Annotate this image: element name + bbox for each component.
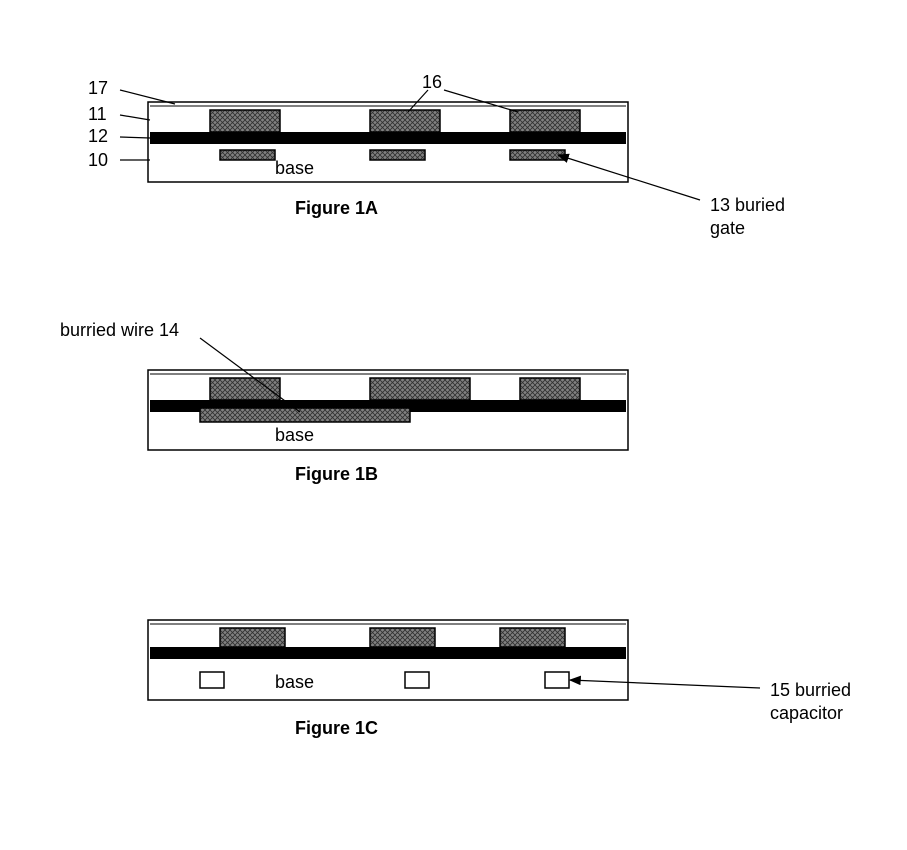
fig-c-band bbox=[150, 647, 626, 659]
label-15b: capacitor bbox=[770, 703, 843, 724]
block-16 bbox=[210, 110, 280, 132]
label-10: 10 bbox=[88, 150, 108, 171]
gate-13 bbox=[370, 150, 425, 160]
figure-1a bbox=[120, 90, 700, 200]
label-13b: gate bbox=[710, 218, 745, 239]
wire-14 bbox=[200, 408, 410, 422]
label-14: burried wire 14 bbox=[60, 320, 179, 341]
layer-12-band bbox=[150, 132, 626, 144]
block-16 bbox=[370, 378, 470, 400]
block-16 bbox=[370, 628, 435, 647]
figure-1b bbox=[148, 338, 628, 450]
label-16: 16 bbox=[422, 72, 442, 93]
label-15a: 15 burried bbox=[770, 680, 851, 701]
block-16 bbox=[510, 110, 580, 132]
block-16 bbox=[500, 628, 565, 647]
label-base-c: base bbox=[275, 672, 314, 693]
caption-1b: Figure 1B bbox=[295, 464, 378, 485]
page: 17 11 12 10 16 base Figure 1A 13 buried … bbox=[0, 0, 907, 850]
block-16 bbox=[520, 378, 580, 400]
leader-12 bbox=[120, 137, 150, 138]
cap-15 bbox=[405, 672, 429, 688]
caption-1c: Figure 1C bbox=[295, 718, 378, 739]
gate-13 bbox=[220, 150, 275, 160]
caption-1a: Figure 1A bbox=[295, 198, 378, 219]
figure-1c bbox=[148, 620, 760, 700]
cap-15 bbox=[200, 672, 224, 688]
block-16 bbox=[370, 110, 440, 132]
leader-11 bbox=[120, 115, 150, 120]
label-13a: 13 buried bbox=[710, 195, 785, 216]
label-11: 11 bbox=[88, 104, 107, 125]
block-16 bbox=[220, 628, 285, 647]
label-12: 12 bbox=[88, 126, 108, 147]
label-base-b: base bbox=[275, 425, 314, 446]
label-base-a: base bbox=[275, 158, 314, 179]
cap-15 bbox=[545, 672, 569, 688]
gate-13 bbox=[510, 150, 565, 160]
label-17: 17 bbox=[88, 78, 108, 99]
